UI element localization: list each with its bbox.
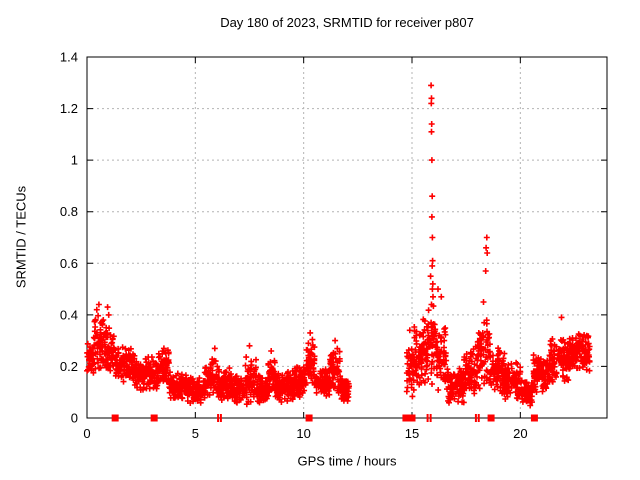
y-tick-label: 0.4 — [60, 307, 78, 322]
data-points — [84, 82, 593, 409]
baseline-flag-tick — [426, 414, 429, 422]
baseline-flag-square — [487, 414, 495, 422]
plot-border — [86, 56, 608, 419]
y-tick-label: 1.2 — [60, 101, 78, 116]
baseline-flag-square — [305, 414, 313, 422]
baseline-flag-tick — [219, 414, 222, 422]
x-axis-label: GPS time / hours — [297, 453, 397, 469]
baseline-flag-square — [150, 414, 158, 422]
y-tick-label: 0.6 — [60, 256, 78, 271]
baseline-flag-square — [530, 414, 538, 422]
y-tick-label: 1.4 — [60, 50, 78, 65]
x-tick-label: 20 — [513, 426, 527, 441]
baseline-flag-tick — [474, 414, 477, 422]
y-tick-label: 0.2 — [60, 359, 78, 374]
baseline-flag-tick — [477, 414, 480, 422]
baseline-flag-square — [111, 414, 119, 422]
chart-title: Day 180 of 2023, SRMTID for receiver p80… — [220, 15, 474, 30]
baseline-flag-tick — [429, 414, 432, 422]
y-tick-label: 0.8 — [60, 204, 78, 219]
x-tick-label: 5 — [192, 426, 199, 441]
y-tick-label: 0 — [71, 411, 78, 426]
baseline-flag-tick — [217, 414, 220, 422]
x-tick-label: 0 — [83, 426, 90, 441]
x-tick-label: 15 — [405, 426, 419, 441]
y-tick-label: 1 — [71, 153, 78, 168]
gridlines — [87, 57, 607, 418]
baseline-flag-square — [408, 414, 416, 422]
x-tick-label: 10 — [296, 426, 310, 441]
